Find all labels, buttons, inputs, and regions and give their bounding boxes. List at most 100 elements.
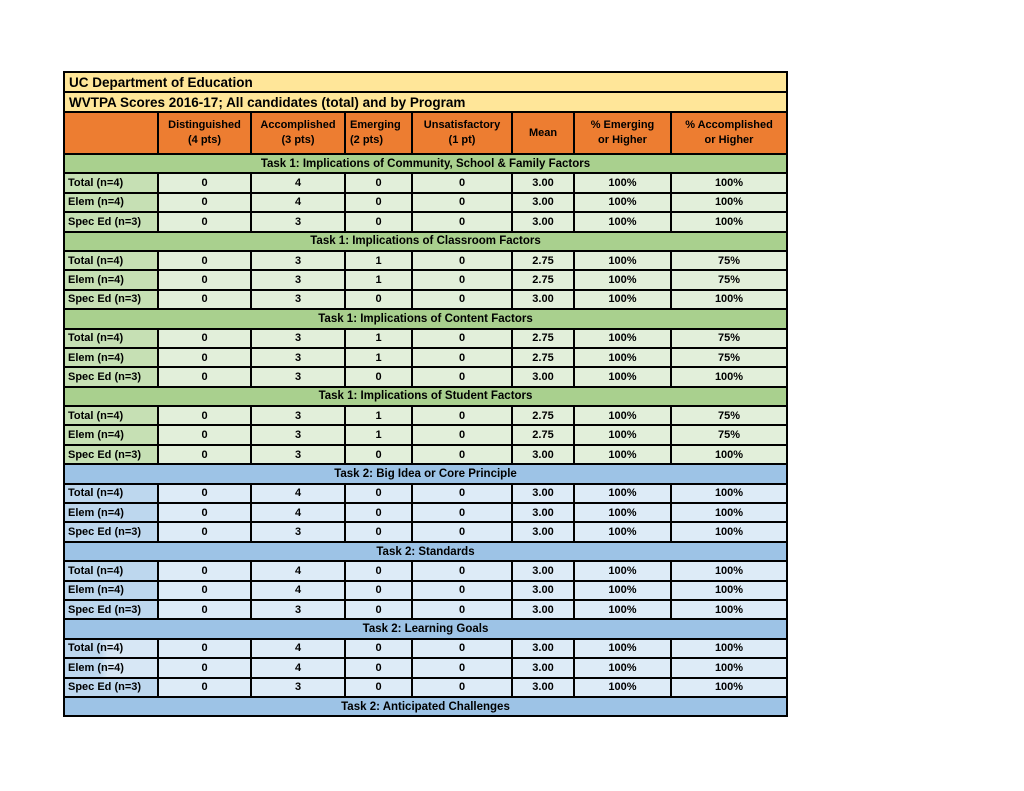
row-label: Total (n=4) bbox=[63, 249, 159, 272]
cell-value: 3 bbox=[250, 288, 346, 311]
cell-value: 0 bbox=[157, 288, 252, 311]
cell-value: 0 bbox=[157, 269, 252, 291]
cell-value: 3.00 bbox=[511, 502, 575, 524]
section-title: Task 1: Implications of Classroom Factor… bbox=[62, 230, 789, 252]
cell-value: 1 bbox=[344, 346, 413, 369]
cell-value: 0 bbox=[157, 172, 252, 194]
row-label: Total (n=4) bbox=[63, 560, 159, 582]
section-title: Task 1: Implications of Community, Schoo… bbox=[62, 152, 789, 175]
column-header-sublabel: (4 pts) bbox=[188, 134, 221, 146]
cell-value: 100% bbox=[573, 172, 672, 194]
cell-value: 1 bbox=[344, 249, 413, 272]
cell-value: 0 bbox=[344, 502, 413, 524]
cell-value: 4 bbox=[250, 657, 346, 679]
cell-value: 0 bbox=[411, 327, 513, 349]
cell-value: 0 bbox=[157, 366, 252, 388]
row-label: Total (n=4) bbox=[63, 482, 159, 505]
column-header-mean: Mean bbox=[511, 111, 575, 155]
cell-value: 100% bbox=[573, 249, 672, 272]
cell-value: 3.00 bbox=[511, 366, 575, 388]
cell-value: 0 bbox=[344, 211, 413, 233]
cell-value: 3.00 bbox=[511, 288, 575, 311]
row-label: Spec Ed (n=3) bbox=[63, 598, 159, 621]
column-header-label: Distinguished bbox=[168, 119, 241, 132]
section-title: Task 1: Implications of Content Factors bbox=[62, 308, 789, 330]
row-label: Spec Ed (n=3) bbox=[63, 211, 159, 233]
table-row: Total (n=4) 0 4 0 0 3.00 100% 100% bbox=[63, 482, 789, 505]
cell-value: 0 bbox=[157, 657, 252, 679]
cell-value: 0 bbox=[411, 521, 513, 543]
cell-value: 2.75 bbox=[511, 249, 575, 272]
column-header-sublabel: or Higher bbox=[704, 134, 754, 146]
cell-value: 4 bbox=[250, 172, 346, 194]
column-header-label: % Emerging bbox=[590, 119, 655, 132]
cell-value: 0 bbox=[344, 482, 413, 505]
cell-value: 3 bbox=[250, 521, 346, 543]
cell-value: 3 bbox=[250, 249, 346, 272]
section-title: Task 2: Big Idea or Core Principle bbox=[62, 463, 789, 485]
cell-value: 0 bbox=[157, 502, 252, 524]
cell-value: 2.75 bbox=[511, 346, 575, 369]
section-title: Task 2: Standards bbox=[62, 540, 789, 563]
row-label: Spec Ed (n=3) bbox=[63, 443, 159, 466]
section-header-row: Task 2: Anticipated Challenges bbox=[62, 695, 789, 718]
column-header-accomplished: Accomplished (3 pts) bbox=[250, 111, 346, 155]
cell-value: 3.00 bbox=[511, 521, 575, 543]
table-row: Spec Ed (n=3) 0 3 0 0 3.00 100% 100% bbox=[63, 521, 789, 543]
section-header-row: Task 1: Implications of Community, Schoo… bbox=[62, 152, 789, 175]
cell-value: 0 bbox=[344, 598, 413, 621]
cell-value: 100% bbox=[573, 327, 672, 349]
cell-value: 0 bbox=[344, 657, 413, 679]
cell-value: 0 bbox=[411, 366, 513, 388]
cell-value: 3.00 bbox=[511, 211, 575, 233]
cell-value: 3.00 bbox=[511, 579, 575, 602]
row-label: Spec Ed (n=3) bbox=[63, 366, 159, 388]
cell-value: 0 bbox=[157, 443, 252, 466]
table-row: Total (n=4) 0 4 0 0 3.00 100% 100% bbox=[63, 172, 789, 194]
cell-value: 0 bbox=[344, 676, 413, 698]
table-row: Elem (n=4) 0 4 0 0 3.00 100% 100% bbox=[63, 657, 789, 679]
cell-value: 100% bbox=[573, 502, 672, 524]
cell-value: 4 bbox=[250, 502, 346, 524]
column-header-sublabel: (3 pts) bbox=[281, 134, 315, 146]
cell-value: 0 bbox=[344, 191, 413, 214]
cell-value: 0 bbox=[157, 521, 252, 543]
cell-value: 2.75 bbox=[511, 269, 575, 291]
cell-value: 100% bbox=[573, 211, 672, 233]
cell-value: 100% bbox=[573, 482, 672, 505]
cell-value: 0 bbox=[157, 560, 252, 582]
section-header-row: Task 2: Standards bbox=[62, 540, 789, 563]
cell-value: 100% bbox=[669, 598, 789, 621]
cell-value: 0 bbox=[344, 637, 413, 660]
cell-value: 0 bbox=[344, 172, 413, 194]
column-header-sublabel: (1 pt) bbox=[448, 134, 476, 146]
cell-value: 0 bbox=[411, 443, 513, 466]
row-label: Total (n=4) bbox=[63, 405, 159, 427]
cell-value: 3.00 bbox=[511, 191, 575, 214]
cell-value: 100% bbox=[573, 366, 672, 388]
cell-value: 0 bbox=[344, 579, 413, 602]
column-header-label: % Accomplished bbox=[685, 119, 773, 132]
cell-value: 3.00 bbox=[511, 443, 575, 466]
section-header-row: Task 1: Implications of Student Factors bbox=[62, 385, 789, 408]
cell-value: 0 bbox=[411, 598, 513, 621]
header-corner-cell bbox=[63, 111, 159, 155]
row-label: Spec Ed (n=3) bbox=[63, 521, 159, 543]
cell-value: 1 bbox=[344, 269, 413, 291]
cell-value: 100% bbox=[573, 657, 672, 679]
cell-value: 100% bbox=[669, 366, 789, 388]
table-row: Total (n=4) 0 3 1 0 2.75 100% 75% bbox=[63, 405, 789, 427]
cell-value: 0 bbox=[411, 560, 513, 582]
table-row: Elem (n=4) 0 4 0 0 3.00 100% 100% bbox=[63, 191, 789, 214]
cell-value: 100% bbox=[573, 579, 672, 602]
cell-value: 3 bbox=[250, 424, 346, 446]
cell-value: 0 bbox=[157, 598, 252, 621]
cell-value: 100% bbox=[669, 172, 789, 194]
title-row-1: UC Department of Education bbox=[62, 71, 789, 93]
table-row: Elem (n=4) 0 4 0 0 3.00 100% 100% bbox=[63, 579, 789, 602]
section-header-row: Task 1: Implications of Content Factors bbox=[62, 308, 789, 330]
table-row: Elem (n=4) 0 3 1 0 2.75 100% 75% bbox=[63, 269, 789, 291]
cell-value: 3 bbox=[250, 405, 346, 427]
cell-value: 75% bbox=[669, 269, 789, 291]
cell-value: 3.00 bbox=[511, 172, 575, 194]
